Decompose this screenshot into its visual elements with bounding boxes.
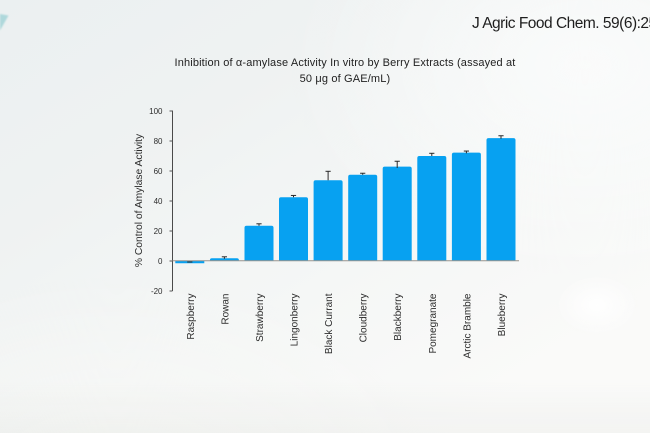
- svg-text:80: 80: [154, 137, 163, 146]
- svg-text:Cloudberry: Cloudberry: [359, 294, 370, 343]
- svg-text:0: 0: [158, 257, 163, 266]
- svg-text:-20: -20: [151, 287, 163, 296]
- svg-text:60: 60: [154, 167, 163, 176]
- svg-text:Black Currant: Black Currant: [324, 293, 335, 354]
- svg-text:% Control of Amylase Activity: % Control of Amylase Activity: [134, 133, 145, 267]
- svg-text:Arctic Bramble: Arctic Bramble: [462, 293, 473, 358]
- svg-text:Strawberry: Strawberry: [255, 294, 266, 342]
- svg-text:Raspberry: Raspberry: [186, 294, 197, 340]
- svg-text:Blackberry: Blackberry: [393, 294, 404, 341]
- svg-text:Pomegranate: Pomegranate: [428, 293, 439, 353]
- svg-text:Lingonberry: Lingonberry: [290, 294, 301, 347]
- svg-text:100: 100: [149, 107, 163, 116]
- svg-text:20: 20: [154, 227, 163, 236]
- svg-text:Blueberry: Blueberry: [497, 294, 508, 337]
- svg-text:40: 40: [154, 197, 163, 206]
- svg-text:Rowan: Rowan: [220, 294, 231, 325]
